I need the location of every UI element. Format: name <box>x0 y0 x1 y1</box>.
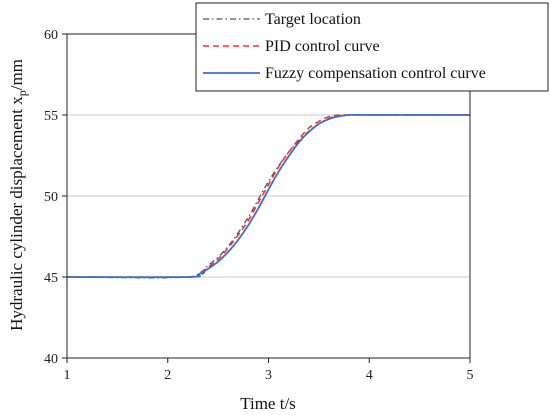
y-axis-title: Hydraulic cylinder displacement xp/mm <box>7 59 29 331</box>
series-layer <box>66 114 470 279</box>
series-line-2 <box>66 114 470 279</box>
legend: Target location PID control curve Fuzzy co… <box>195 2 549 92</box>
y-axis: 40 45 50 55 60 <box>44 28 67 367</box>
y-axis-title-main: Hydraulic cylinder displacement x <box>7 96 26 331</box>
series-line-1 <box>66 114 470 279</box>
legend-label-0: Target location <box>265 11 361 28</box>
y-tick-label-0: 40 <box>44 352 58 367</box>
x-tick-label-3: 4 <box>366 368 373 383</box>
legend-label-1: PID control curve <box>265 38 380 55</box>
x-tick-label-4: 5 <box>467 368 474 383</box>
x-tick-label-2: 3 <box>265 368 272 383</box>
y-tick-label-1: 45 <box>44 271 58 286</box>
y-tick-label-3: 55 <box>44 109 58 124</box>
x-tick-label-0: 1 <box>64 368 71 383</box>
y-tick-label-4: 60 <box>44 28 58 43</box>
y-axis-title-subscript: p <box>15 90 29 96</box>
x-axis: 1 2 3 4 5 <box>64 358 474 383</box>
legend-label-2: Fuzzy compensation control curve <box>265 65 486 82</box>
x-tick-label-1: 2 <box>164 368 171 383</box>
y-axis-title-unit: /mm <box>7 59 26 90</box>
y-tick-label-2: 50 <box>44 190 58 205</box>
grid-lines <box>67 114 470 278</box>
legend-box <box>195 2 549 92</box>
x-axis-title: Time t/s <box>240 394 296 413</box>
